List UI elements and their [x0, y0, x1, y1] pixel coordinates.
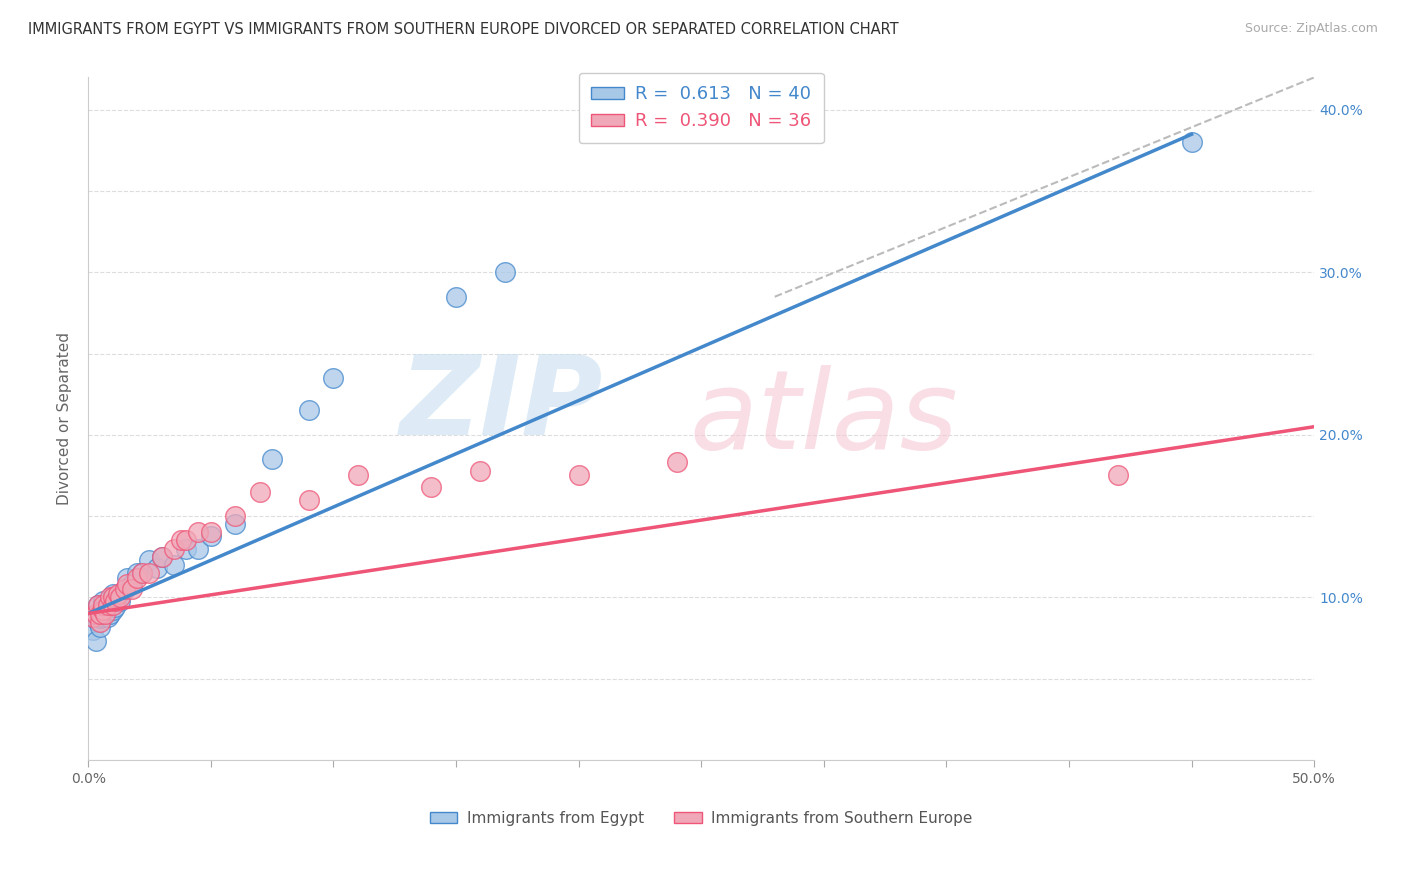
- Point: [260, 452, 283, 467]
- Text: Source: ZipAtlas.com: Source: ZipAtlas.com: [1244, 22, 1378, 36]
- Point: [163, 558, 186, 572]
- Point: [470, 464, 492, 478]
- Point: [665, 455, 688, 469]
- Point: [94, 607, 117, 621]
- Point: [121, 577, 143, 591]
- Point: [101, 593, 124, 607]
- Point: [138, 566, 160, 580]
- Point: [84, 607, 107, 621]
- Point: [298, 492, 321, 507]
- Point: [117, 571, 139, 585]
- Point: [163, 541, 186, 556]
- Point: [1180, 136, 1202, 150]
- Point: [200, 528, 222, 542]
- Point: [104, 593, 127, 607]
- Point: [91, 609, 114, 624]
- Point: [114, 582, 136, 597]
- Point: [150, 549, 173, 564]
- Point: [89, 619, 111, 633]
- Point: [82, 609, 104, 624]
- Point: [224, 517, 246, 532]
- Point: [98, 607, 121, 621]
- Point: [87, 599, 110, 613]
- Point: [89, 615, 111, 629]
- Point: [249, 484, 271, 499]
- Point: [97, 609, 120, 624]
- Point: [187, 541, 209, 556]
- Point: [101, 591, 124, 605]
- Point: [114, 582, 136, 597]
- Point: [97, 601, 120, 615]
- Point: [138, 553, 160, 567]
- Point: [101, 599, 124, 613]
- Point: [150, 549, 173, 564]
- Point: [108, 591, 131, 605]
- Point: [494, 265, 516, 279]
- Text: atlas: atlas: [689, 365, 957, 472]
- Point: [187, 525, 209, 540]
- Point: [94, 607, 117, 621]
- Point: [82, 623, 104, 637]
- Point: [117, 577, 139, 591]
- Point: [170, 533, 193, 548]
- Text: ZIP: ZIP: [399, 351, 603, 458]
- Point: [200, 525, 222, 540]
- Point: [89, 607, 111, 621]
- Point: [567, 468, 589, 483]
- Point: [104, 600, 127, 615]
- Point: [420, 480, 443, 494]
- Point: [87, 615, 110, 629]
- Point: [127, 566, 149, 580]
- Point: [444, 290, 467, 304]
- Point: [121, 582, 143, 597]
- Point: [298, 403, 321, 417]
- Point: [98, 595, 121, 609]
- Point: [97, 599, 120, 613]
- Point: [101, 587, 124, 601]
- Point: [84, 634, 107, 648]
- Point: [174, 541, 197, 556]
- Point: [108, 593, 131, 607]
- Point: [91, 603, 114, 617]
- Point: [174, 533, 197, 548]
- Y-axis label: Divorced or Separated: Divorced or Separated: [58, 332, 72, 505]
- Point: [347, 468, 370, 483]
- Point: [131, 566, 153, 580]
- Point: [101, 603, 124, 617]
- Point: [131, 566, 153, 580]
- Point: [146, 561, 169, 575]
- Point: [94, 599, 117, 613]
- Point: [87, 599, 110, 613]
- Point: [127, 571, 149, 585]
- Legend: Immigrants from Egypt, Immigrants from Southern Europe: Immigrants from Egypt, Immigrants from S…: [423, 805, 979, 832]
- Point: [107, 587, 129, 601]
- Point: [91, 593, 114, 607]
- Text: IMMIGRANTS FROM EGYPT VS IMMIGRANTS FROM SOUTHERN EUROPE DIVORCED OR SEPARATED C: IMMIGRANTS FROM EGYPT VS IMMIGRANTS FROM…: [28, 22, 898, 37]
- Point: [107, 591, 129, 605]
- Point: [98, 591, 121, 605]
- Point: [91, 599, 114, 613]
- Point: [224, 509, 246, 524]
- Point: [91, 600, 114, 615]
- Point: [89, 611, 111, 625]
- Point: [1107, 468, 1129, 483]
- Point: [322, 371, 344, 385]
